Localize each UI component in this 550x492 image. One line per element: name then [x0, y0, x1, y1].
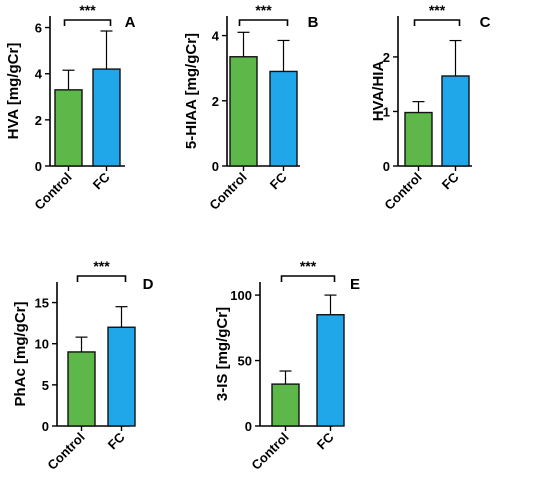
x-tick-label: Control [31, 170, 74, 213]
panel-label: A [125, 14, 136, 31]
y-tick-label: 0 [35, 159, 42, 174]
significance-bracket [413, 19, 461, 26]
significance-label: *** [79, 2, 96, 18]
panel-label: B [308, 14, 319, 31]
panel-d: 0 5 10 15 Control FC *** PhAc [mg/gCr] D [12, 258, 154, 473]
y-tick-label: 10 [35, 337, 49, 352]
y-axis-title: 5-HIAA [mg/gCr] [183, 33, 200, 149]
panel-label: E [350, 276, 360, 293]
bar-control [54, 89, 83, 167]
x-tick-label: FC [90, 169, 113, 192]
y-tick-label: 0 [42, 419, 49, 434]
y-tick-label: 4 [212, 29, 220, 44]
panel-c: 0 1 2 Control FC *** HVA/HIA C [370, 2, 491, 213]
y-tick-label: 100 [230, 288, 252, 303]
panel-b: 0 2 4 Control FC *** 5-HIAA [mg/gCr] B [183, 2, 319, 213]
significance-label: *** [429, 2, 446, 18]
x-tick-label: FC [439, 169, 462, 192]
y-tick-label: 15 [35, 296, 49, 311]
significance-bracket [238, 19, 289, 26]
x-tick-label: FC [314, 429, 337, 452]
significance-label: *** [93, 258, 110, 274]
x-tick-label: Control [381, 170, 424, 213]
y-tick-label: 50 [238, 354, 252, 369]
panel-label: C [480, 14, 491, 31]
significance-label: *** [300, 258, 317, 274]
bar-fc [107, 326, 136, 427]
y-axis-title: HVA [mg/gCr] [5, 43, 22, 140]
x-tick-label: Control [206, 170, 249, 213]
bar-fc [92, 68, 121, 167]
y-axis-title: HVA/HIA [370, 61, 387, 122]
significance-bracket [280, 275, 336, 282]
y-tick-label: 4 [35, 67, 43, 82]
panel-e: 0 50 100 Control FC *** 3-IS [mg/gCr] E [214, 258, 360, 473]
bar-control [271, 383, 300, 427]
y-tick-label: 6 [35, 21, 42, 36]
y-tick-label: 0 [245, 419, 252, 434]
y-axis-title: 3-IS [mg/gCr] [214, 307, 231, 401]
bar-fc [316, 314, 345, 427]
y-tick-label: 2 [212, 94, 219, 109]
y-tick-label: 1 [383, 104, 390, 119]
bar-control [67, 351, 96, 427]
y-tick-label: 2 [383, 50, 390, 65]
y-tick-label: 5 [42, 378, 49, 393]
y-tick-label: 0 [212, 159, 219, 174]
significance-bracket [63, 19, 112, 26]
significance-label: *** [255, 2, 272, 18]
panel-a: 0 2 4 6 Control FC *** HVA [mg/gCr] A [5, 2, 136, 213]
y-axis-title: PhAc [mg/gCr] [12, 301, 29, 406]
x-tick-label: FC [105, 429, 128, 452]
significance-bracket [76, 275, 127, 282]
panel-label: D [143, 276, 154, 293]
x-tick-label: Control [248, 430, 291, 473]
y-tick-label: 2 [35, 113, 42, 128]
bar-control [404, 111, 433, 167]
bar-fc [441, 75, 470, 167]
bar-control [229, 56, 258, 167]
bar-fc [269, 70, 298, 167]
x-tick-label: FC [267, 169, 290, 192]
x-tick-label: Control [44, 430, 87, 473]
y-tick-label: 0 [383, 159, 390, 174]
